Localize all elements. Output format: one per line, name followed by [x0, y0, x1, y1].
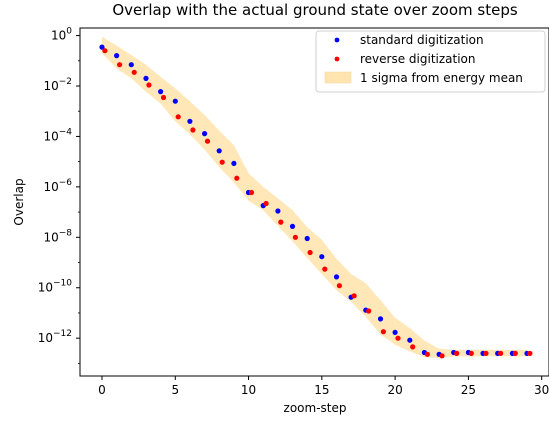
y-axis-label: Overlap [12, 178, 26, 225]
legend: standard digitization reverse digitizati… [315, 30, 546, 93]
reverse-point [483, 350, 489, 356]
reverse-point [219, 159, 225, 165]
sigma-band-layer [102, 36, 527, 359]
reverse-point [380, 329, 386, 335]
reverse-point [263, 200, 269, 207]
x-axis-label: zoom-step [284, 401, 347, 415]
reverse-point [292, 234, 298, 240]
x-axis-ticks: 0 5 10 15 20 25 30 [98, 376, 549, 397]
y-axis-ticks: 100 10−2 10−4 10−6 10−8 10−10 10−12 [38, 27, 80, 364]
x-tick-label: 20 [387, 383, 402, 397]
reverse-point [351, 293, 357, 299]
y-tick-label: 10−8 [43, 228, 72, 244]
reverse-point [131, 69, 137, 75]
standard-point [143, 75, 149, 81]
reverse-point [439, 353, 445, 359]
reverse-point [512, 350, 518, 356]
y-tick-label: 10−12 [38, 329, 72, 345]
standard-point [158, 89, 164, 95]
standard-point [407, 337, 413, 343]
x-tick-label: 0 [98, 383, 106, 397]
reverse-point [248, 189, 255, 196]
reverse-point [336, 283, 342, 289]
standard-point [114, 53, 120, 59]
reverse-point [307, 249, 313, 256]
legend-label-reverse: reverse digitization [360, 52, 476, 66]
x-tick-label: 30 [534, 383, 549, 397]
legend-marker-standard [334, 37, 340, 43]
legend-box [315, 30, 546, 93]
y-tick-label: 10−6 [43, 178, 72, 194]
standard-point [128, 62, 134, 68]
standard-point [202, 131, 208, 137]
standard-point [333, 274, 340, 280]
x-tick-label: 5 [171, 383, 179, 397]
x-tick-label: 10 [241, 383, 256, 397]
standard-point [289, 223, 296, 229]
standard-point [187, 118, 193, 124]
standard-point [377, 316, 384, 322]
standard-point [216, 148, 222, 154]
reverse-point [190, 127, 196, 133]
reverse-point [234, 175, 240, 181]
reverse-point [410, 344, 416, 350]
legend-marker-reverse [334, 56, 340, 62]
axes-frame [79, 27, 549, 377]
reverse-point [204, 138, 211, 144]
reverse-point [117, 62, 123, 68]
legend-label-standard: standard digitization [360, 33, 484, 47]
y-tick-label: 100 [51, 27, 72, 43]
sigma-band [102, 36, 527, 359]
reverse-point [424, 351, 430, 357]
data-points-layer [99, 44, 533, 359]
x-tick-label: 25 [461, 383, 476, 397]
reverse-point [175, 114, 181, 120]
standard-point [392, 329, 398, 335]
standard-point [304, 235, 310, 242]
standard-point [275, 208, 281, 214]
standard-point [172, 98, 178, 104]
y-tick-label: 10−4 [43, 127, 72, 143]
reverse-point [454, 350, 460, 356]
reverse-point [146, 82, 152, 88]
reverse-point [322, 266, 328, 272]
reverse-point [468, 350, 474, 356]
reverse-point [160, 94, 167, 101]
x-tick-label: 15 [314, 383, 329, 397]
legend-label-band: 1 sigma from energy mean [360, 71, 523, 85]
chart-title: Overlap with the actual ground state ove… [112, 1, 518, 19]
standard-point [231, 160, 237, 166]
reverse-point [278, 219, 284, 225]
standard-point [99, 44, 105, 50]
y-tick-label: 10−2 [43, 77, 72, 93]
reverse-point [366, 308, 372, 314]
legend-marker-band [324, 71, 352, 84]
reverse-point [527, 350, 533, 356]
reverse-point [395, 335, 401, 341]
y-tick-label: 10−10 [38, 279, 73, 295]
reverse-point [498, 350, 504, 356]
reverse-point [102, 48, 108, 54]
standard-point [319, 254, 325, 260]
